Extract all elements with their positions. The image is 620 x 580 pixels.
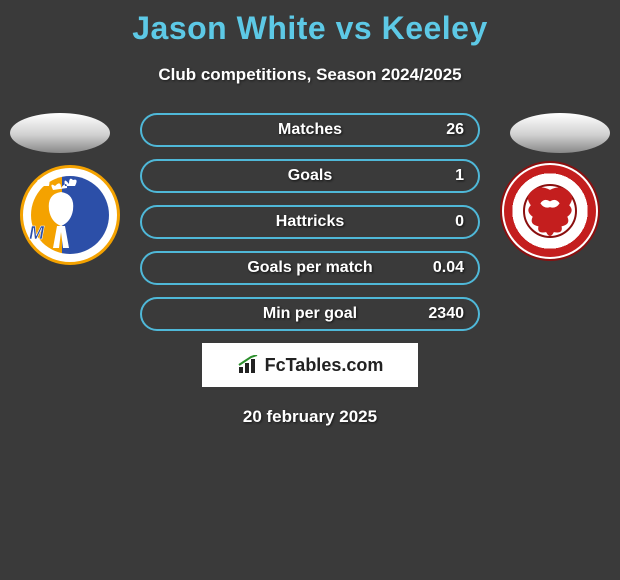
stat-value: 0.04 (433, 259, 464, 277)
stat-row-goals-per-match: Goals per match 0.04 (140, 251, 480, 285)
stat-label: Matches (278, 121, 342, 139)
club-crest-right (500, 161, 600, 261)
stat-row-goals: Goals 1 (140, 159, 480, 193)
stat-row-min-per-goal: Min per goal 2340 (140, 297, 480, 331)
main-comparison-area: M Matches 26 Goals 1 Hattricks 0 (0, 113, 620, 427)
date-text: 20 february 2025 (0, 407, 620, 427)
stat-value: 1 (455, 167, 464, 185)
stat-value: 26 (446, 121, 464, 139)
brand-text: FcTables.com (265, 355, 384, 376)
bar-chart-icon (237, 355, 261, 375)
stat-row-matches: Matches 26 (140, 113, 480, 147)
stat-row-hattricks: Hattricks 0 (140, 205, 480, 239)
stat-label: Hattricks (276, 213, 344, 231)
club-crest-left: M (20, 165, 120, 265)
page-title: Jason White vs Keeley (0, 0, 620, 47)
player-left-avatar (10, 113, 110, 153)
stat-value: 0 (455, 213, 464, 231)
crest-initials: M (29, 223, 44, 244)
stat-label: Min per goal (263, 305, 357, 323)
brand-badge[interactable]: FcTables.com (202, 343, 418, 387)
stag-icon (31, 176, 91, 260)
stats-column: Matches 26 Goals 1 Hattricks 0 Goals per… (140, 113, 480, 331)
stat-label: Goals (288, 167, 332, 185)
player-right-avatar (510, 113, 610, 153)
wyvern-icon (502, 163, 598, 259)
stat-value: 2340 (428, 305, 464, 323)
stat-label: Goals per match (247, 259, 372, 277)
subtitle: Club competitions, Season 2024/2025 (0, 65, 620, 85)
